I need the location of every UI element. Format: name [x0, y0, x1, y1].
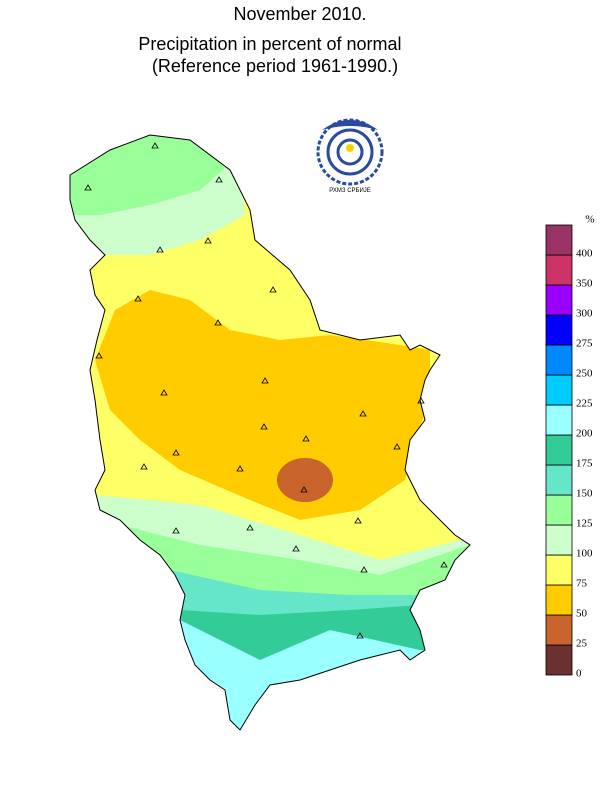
logo: РХМЗ СРБИЈЕ	[316, 118, 384, 194]
precip-field	[70, 135, 470, 730]
legend-swatch	[545, 314, 573, 346]
legend-unit: %	[585, 214, 594, 226]
legend-swatch	[545, 614, 573, 646]
legend-swatch	[545, 284, 573, 316]
legend-tick-label: 300	[576, 308, 593, 320]
legend-swatch	[545, 494, 573, 526]
legend-swatch	[545, 584, 573, 616]
legend-swatch	[545, 644, 573, 676]
legend-tick-label: 400	[576, 248, 593, 260]
legend-tick-label: 25	[576, 638, 588, 650]
legend-tick-label: 275	[576, 338, 593, 350]
legend-tick-label: 50	[576, 608, 588, 620]
legend-tick-label: 100	[576, 548, 593, 560]
legend-tick-label: 75	[576, 578, 588, 590]
subtitle: Precipitation in percent of normal	[138, 34, 401, 54]
legend-tick-label: 200	[576, 428, 593, 440]
legend-swatch	[545, 464, 573, 496]
legend-tick-label: 0	[576, 668, 582, 680]
legend-swatch	[545, 434, 573, 466]
legend-swatch	[545, 374, 573, 406]
legend-swatch	[545, 254, 573, 286]
legend: % 0 25 50 75 100 125 150 175 200 225 250 275 300 350 4…	[545, 214, 595, 680]
note: (Reference period 1961-1990.)	[152, 56, 398, 76]
legend-tick-label: 175	[576, 458, 593, 470]
legend-tick-label: 350	[576, 278, 593, 290]
legend-tick-label: 150	[576, 488, 593, 500]
logo-text: РХМЗ СРБИЈЕ	[329, 188, 371, 194]
legend-swatch	[545, 224, 573, 256]
title: November 2010.	[233, 4, 366, 24]
legend-swatch	[545, 344, 573, 376]
legend-tick-label: 225	[576, 398, 593, 410]
legend-swatch	[545, 404, 573, 436]
stations	[84, 142, 448, 639]
legend-tick-label: 250	[576, 368, 593, 380]
legend-tick-label: 125	[576, 518, 593, 530]
legend-swatch	[545, 554, 573, 586]
legend-swatch	[545, 524, 573, 556]
